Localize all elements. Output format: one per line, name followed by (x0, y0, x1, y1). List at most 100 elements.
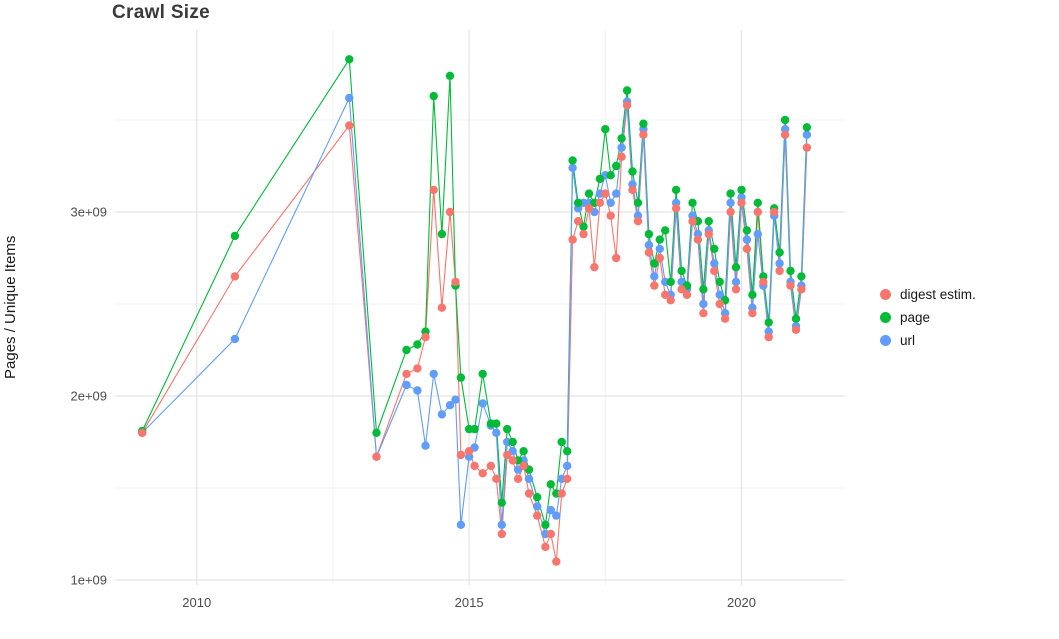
data-point-digest (650, 281, 659, 290)
data-point-url (699, 299, 708, 309)
data-point-page (617, 134, 626, 143)
x-tick-label: 2015 (455, 595, 484, 610)
data-point-page (546, 480, 555, 489)
data-point-page (644, 229, 654, 239)
data-point-digest (742, 244, 752, 253)
data-point-page (775, 248, 784, 257)
data-point-digest (372, 452, 381, 461)
series-line-digest (141, 105, 808, 562)
data-point-digest (606, 211, 615, 220)
data-point-digest (552, 557, 561, 566)
data-point-page (704, 217, 713, 226)
data-point-digest (478, 469, 487, 478)
data-point-url (456, 520, 466, 529)
data-point-page (715, 277, 724, 287)
data-point-url (606, 198, 615, 207)
data-point-digest (671, 204, 681, 213)
data-point-url (492, 428, 501, 437)
data-point-digest (563, 474, 572, 483)
data-point-digest (584, 204, 594, 213)
data-point-digest (519, 461, 528, 471)
data-point-digest (492, 474, 501, 483)
data-point-url (710, 259, 719, 268)
data-point-digest (797, 285, 806, 294)
data-point-url (617, 143, 626, 152)
data-point-digest (533, 511, 542, 520)
data-point-url (533, 502, 542, 511)
data-point-page (437, 229, 447, 239)
data-point-digest (786, 281, 795, 290)
data-point-url (451, 395, 460, 404)
data-point-page (710, 244, 719, 253)
data-point-digest (775, 266, 784, 276)
data-point-digest (753, 207, 762, 217)
data-point-digest (655, 253, 664, 263)
data-point-digest (693, 235, 703, 244)
data-point-page (737, 185, 746, 195)
data-point-digest (759, 277, 768, 287)
data-point-url (742, 235, 752, 244)
data-point-url (524, 474, 534, 483)
legend-key-url-icon (880, 335, 891, 346)
data-point-page (606, 171, 615, 180)
data-point-url (345, 93, 354, 103)
legend-item-digest: digest estim. (880, 287, 976, 302)
data-point-url (230, 334, 240, 344)
data-point-url (497, 520, 506, 529)
data-point-digest (590, 263, 599, 272)
data-point-url (429, 369, 438, 379)
data-point-digest (345, 121, 354, 130)
data-point-page (402, 345, 411, 355)
data-point-url (445, 401, 455, 410)
data-point-page (780, 115, 790, 125)
data-point-url (552, 511, 561, 520)
data-point-page (661, 226, 670, 235)
data-point-digest (601, 189, 610, 198)
legend-label-digest: digest estim. (900, 286, 976, 302)
data-point-page (584, 189, 594, 198)
data-point-url (726, 198, 735, 207)
data-point-digest (802, 143, 812, 152)
data-point-page (573, 198, 583, 207)
legend: digest estim. page url (880, 287, 976, 348)
data-point-digest (456, 450, 466, 460)
data-point-digest (451, 277, 460, 287)
data-point-page (533, 493, 542, 502)
data-point-url (650, 272, 659, 281)
data-point-page (677, 266, 686, 276)
data-point-digest (704, 229, 713, 239)
data-point-page (579, 222, 588, 231)
data-point-digest (661, 290, 670, 299)
data-point-page (445, 71, 455, 81)
data-point-page (699, 285, 708, 294)
data-point-digest (429, 185, 438, 195)
data-point-page (791, 314, 801, 323)
data-point-digest (557, 489, 566, 498)
data-point-url (775, 259, 784, 268)
data-point-digest (402, 369, 411, 379)
data-point-digest (720, 314, 730, 323)
data-point-digest (421, 332, 430, 342)
data-point-digest (748, 309, 757, 318)
data-point-url (644, 240, 654, 250)
data-point-digest (726, 207, 735, 217)
data-point-page (372, 428, 381, 437)
data-point-digest (612, 253, 621, 263)
data-point-digest (486, 461, 496, 471)
data-point-page (731, 263, 741, 272)
data-point-page (478, 369, 487, 379)
data-point-digest (617, 152, 626, 161)
data-point-url (437, 410, 447, 419)
legend-key-digest-icon (880, 289, 891, 300)
data-point-page (230, 231, 240, 241)
data-point-digest (497, 529, 506, 539)
legend-label-url: url (900, 332, 916, 348)
legend-label-page: page (900, 309, 931, 325)
data-point-url (402, 380, 411, 390)
data-point-page (595, 174, 605, 184)
data-point-page (508, 437, 517, 447)
data-point-page (413, 340, 422, 349)
data-point-url (421, 441, 430, 450)
